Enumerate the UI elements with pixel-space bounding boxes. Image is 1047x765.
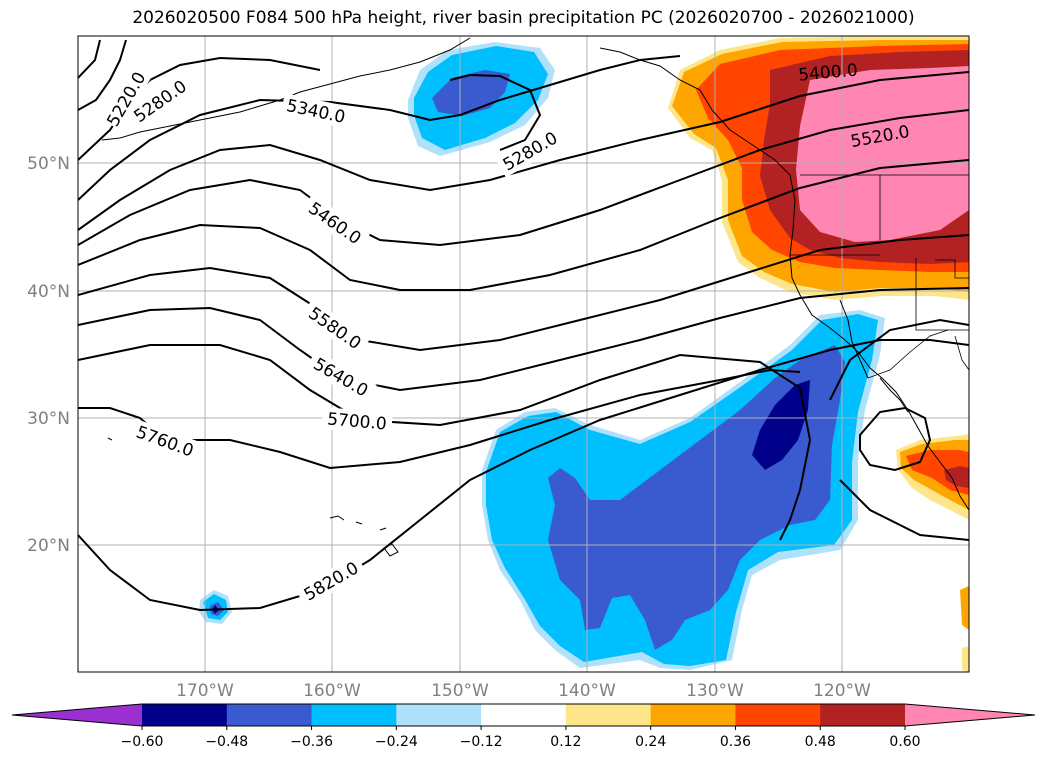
- latitude-labels: 50°N 40°N 30°N 20°N: [27, 154, 70, 556]
- map-title: 2026020500 F084 500 hPa height, river ba…: [132, 8, 915, 28]
- height-contours: [78, 39, 969, 612]
- colorbar: [11, 703, 1036, 727]
- plot-frame: [77, 35, 970, 673]
- colorbar-tick-labels: −0.60 −0.48 −0.36 −0.24 −0.12 0.12 0.24 0.36 0.4…: [121, 726, 921, 750]
- colorbar-tick-label: −0.24: [375, 734, 418, 750]
- longitude-labels: 170°W 160°W 150°W 140°W 130°W 120°W: [176, 681, 871, 701]
- colorbar-tick-label: −0.60: [121, 734, 164, 750]
- colorbar-tick-label: 0.36: [720, 734, 751, 750]
- colorbar-tick-label: 0.24: [635, 734, 666, 750]
- colorbar-segment: [396, 704, 482, 726]
- colorbar-segment: [565, 704, 652, 726]
- colorbar-extend-low: [12, 704, 142, 726]
- colorbar-tick-label: 0.48: [805, 734, 836, 750]
- lat-label-20n: 20°N: [27, 536, 70, 556]
- colorbar-tick-label: −0.48: [205, 734, 248, 750]
- colorbar-segment: [735, 704, 821, 726]
- colorbar-segment: [142, 704, 228, 726]
- colorbar-segment: [226, 704, 313, 726]
- negative-anomaly-fill: [199, 42, 885, 670]
- lon-label-140w: 140°W: [558, 681, 616, 701]
- lon-label-170w: 170°W: [176, 681, 234, 701]
- colorbar-segment: [650, 704, 736, 726]
- lat-label-50n: 50°N: [27, 154, 70, 174]
- colorbar-segment: [820, 704, 906, 726]
- positive-anomaly-fill: [668, 36, 969, 672]
- lon-label-130w: 130°W: [686, 681, 744, 701]
- colorbar-tick-label: −0.36: [290, 734, 333, 750]
- colorbar-extend-high: [905, 704, 1035, 726]
- coastlines: [101, 37, 969, 557]
- colorbar-tick-label: −0.12: [460, 734, 503, 750]
- lat-label-40n: 40°N: [27, 282, 70, 302]
- graticule: [78, 36, 969, 672]
- colorbar-segment: [481, 704, 567, 726]
- colorbar-tick-label: 0.12: [550, 734, 581, 750]
- lon-label-120w: 120°W: [813, 681, 871, 701]
- lon-label-160w: 160°W: [303, 681, 361, 701]
- lat-label-30n: 30°N: [27, 409, 70, 429]
- lon-label-150w: 150°W: [431, 681, 489, 701]
- colorbar-segment: [311, 704, 397, 726]
- colorbar-tick-label: 0.60: [889, 734, 920, 750]
